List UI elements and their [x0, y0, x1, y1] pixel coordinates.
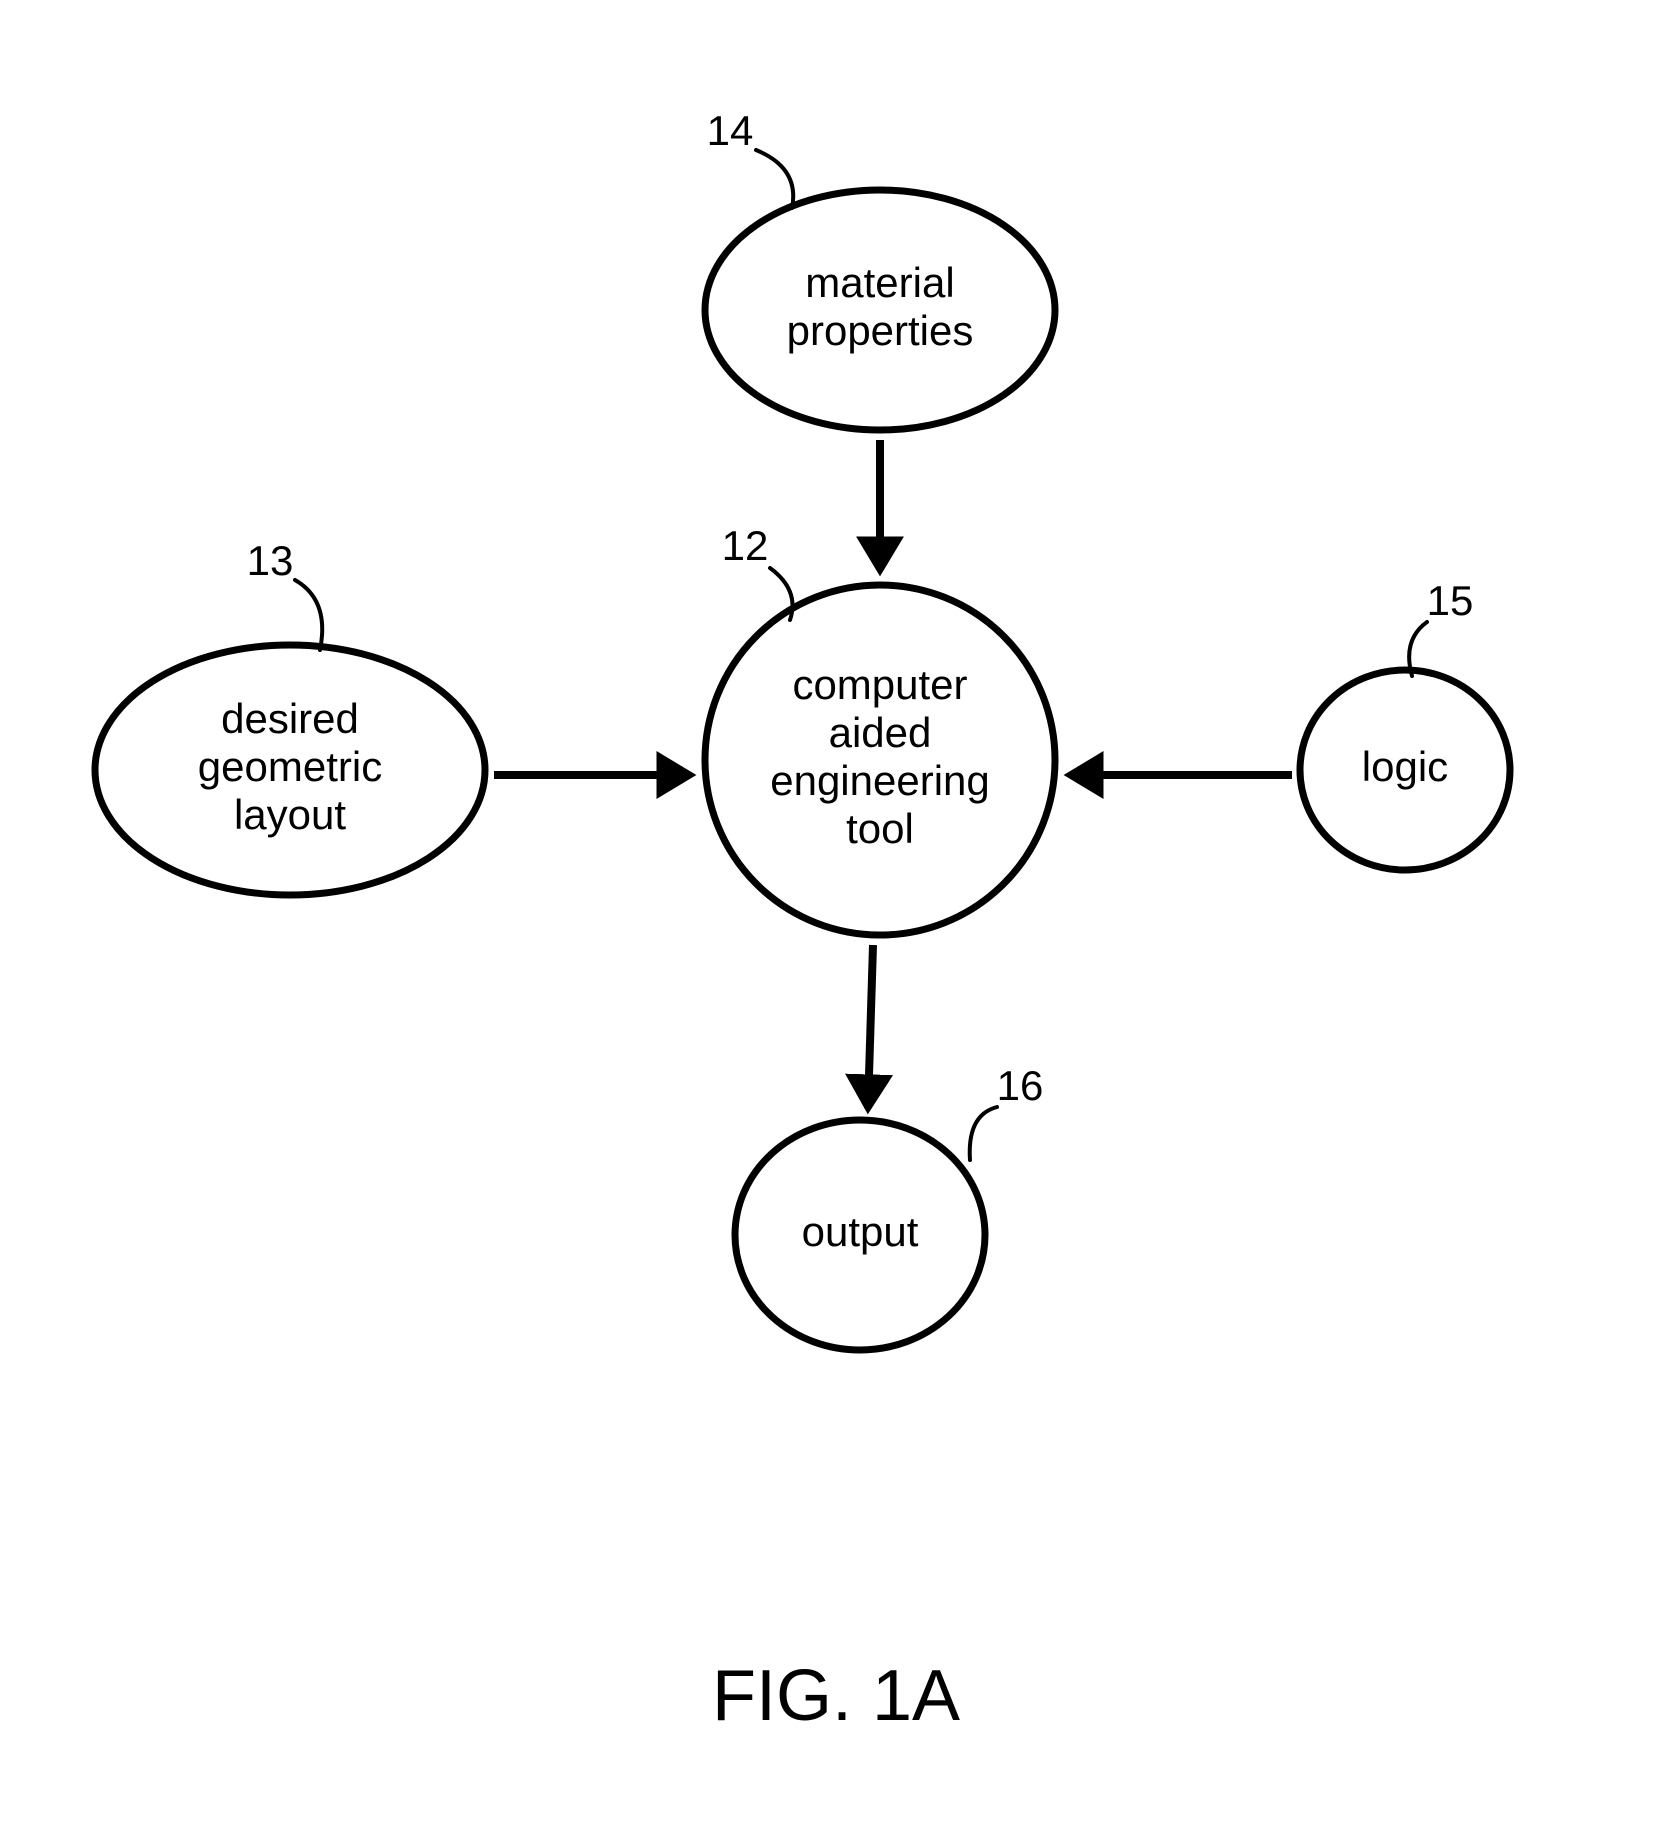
figure-caption: FIG. 1A [712, 1656, 960, 1736]
node-top-leader [756, 150, 793, 208]
node-right-label-line: logic [1362, 743, 1448, 790]
node-center-label-line: tool [846, 805, 914, 852]
node-left-leader [295, 580, 322, 650]
node-bottom-leader [970, 1107, 997, 1160]
node-top-label-line: properties [787, 307, 974, 354]
node-left-label-line: geometric [198, 743, 382, 790]
node-right: logic 15 [1300, 577, 1510, 870]
node-top-label-line: material [805, 259, 954, 306]
node-center-label-line: aided [829, 709, 932, 756]
node-bottom-ref: 16 [997, 1062, 1044, 1109]
node-left-label-line: layout [234, 791, 346, 838]
node-bottom-label-line: output [802, 1208, 919, 1255]
node-top-ref: 14 [707, 107, 754, 154]
node-bottom: output 16 [735, 1062, 1043, 1350]
node-left-label-line: desired [221, 695, 359, 742]
node-center-ref: 12 [722, 522, 769, 569]
nodes-group: computeraidedengineeringtool 12 materialpr… [95, 107, 1510, 1350]
node-right-ref: 15 [1427, 577, 1474, 624]
edge-arrow [868, 945, 873, 1108]
node-left-ref: 13 [247, 537, 294, 584]
node-center: computeraidedengineeringtool 12 [705, 522, 1055, 935]
node-center-label-line: engineering [770, 757, 990, 804]
node-left: desiredgeometriclayout 13 [95, 537, 485, 895]
node-center-label-line: computer [792, 661, 967, 708]
node-top: materialproperties 14 [705, 107, 1055, 430]
